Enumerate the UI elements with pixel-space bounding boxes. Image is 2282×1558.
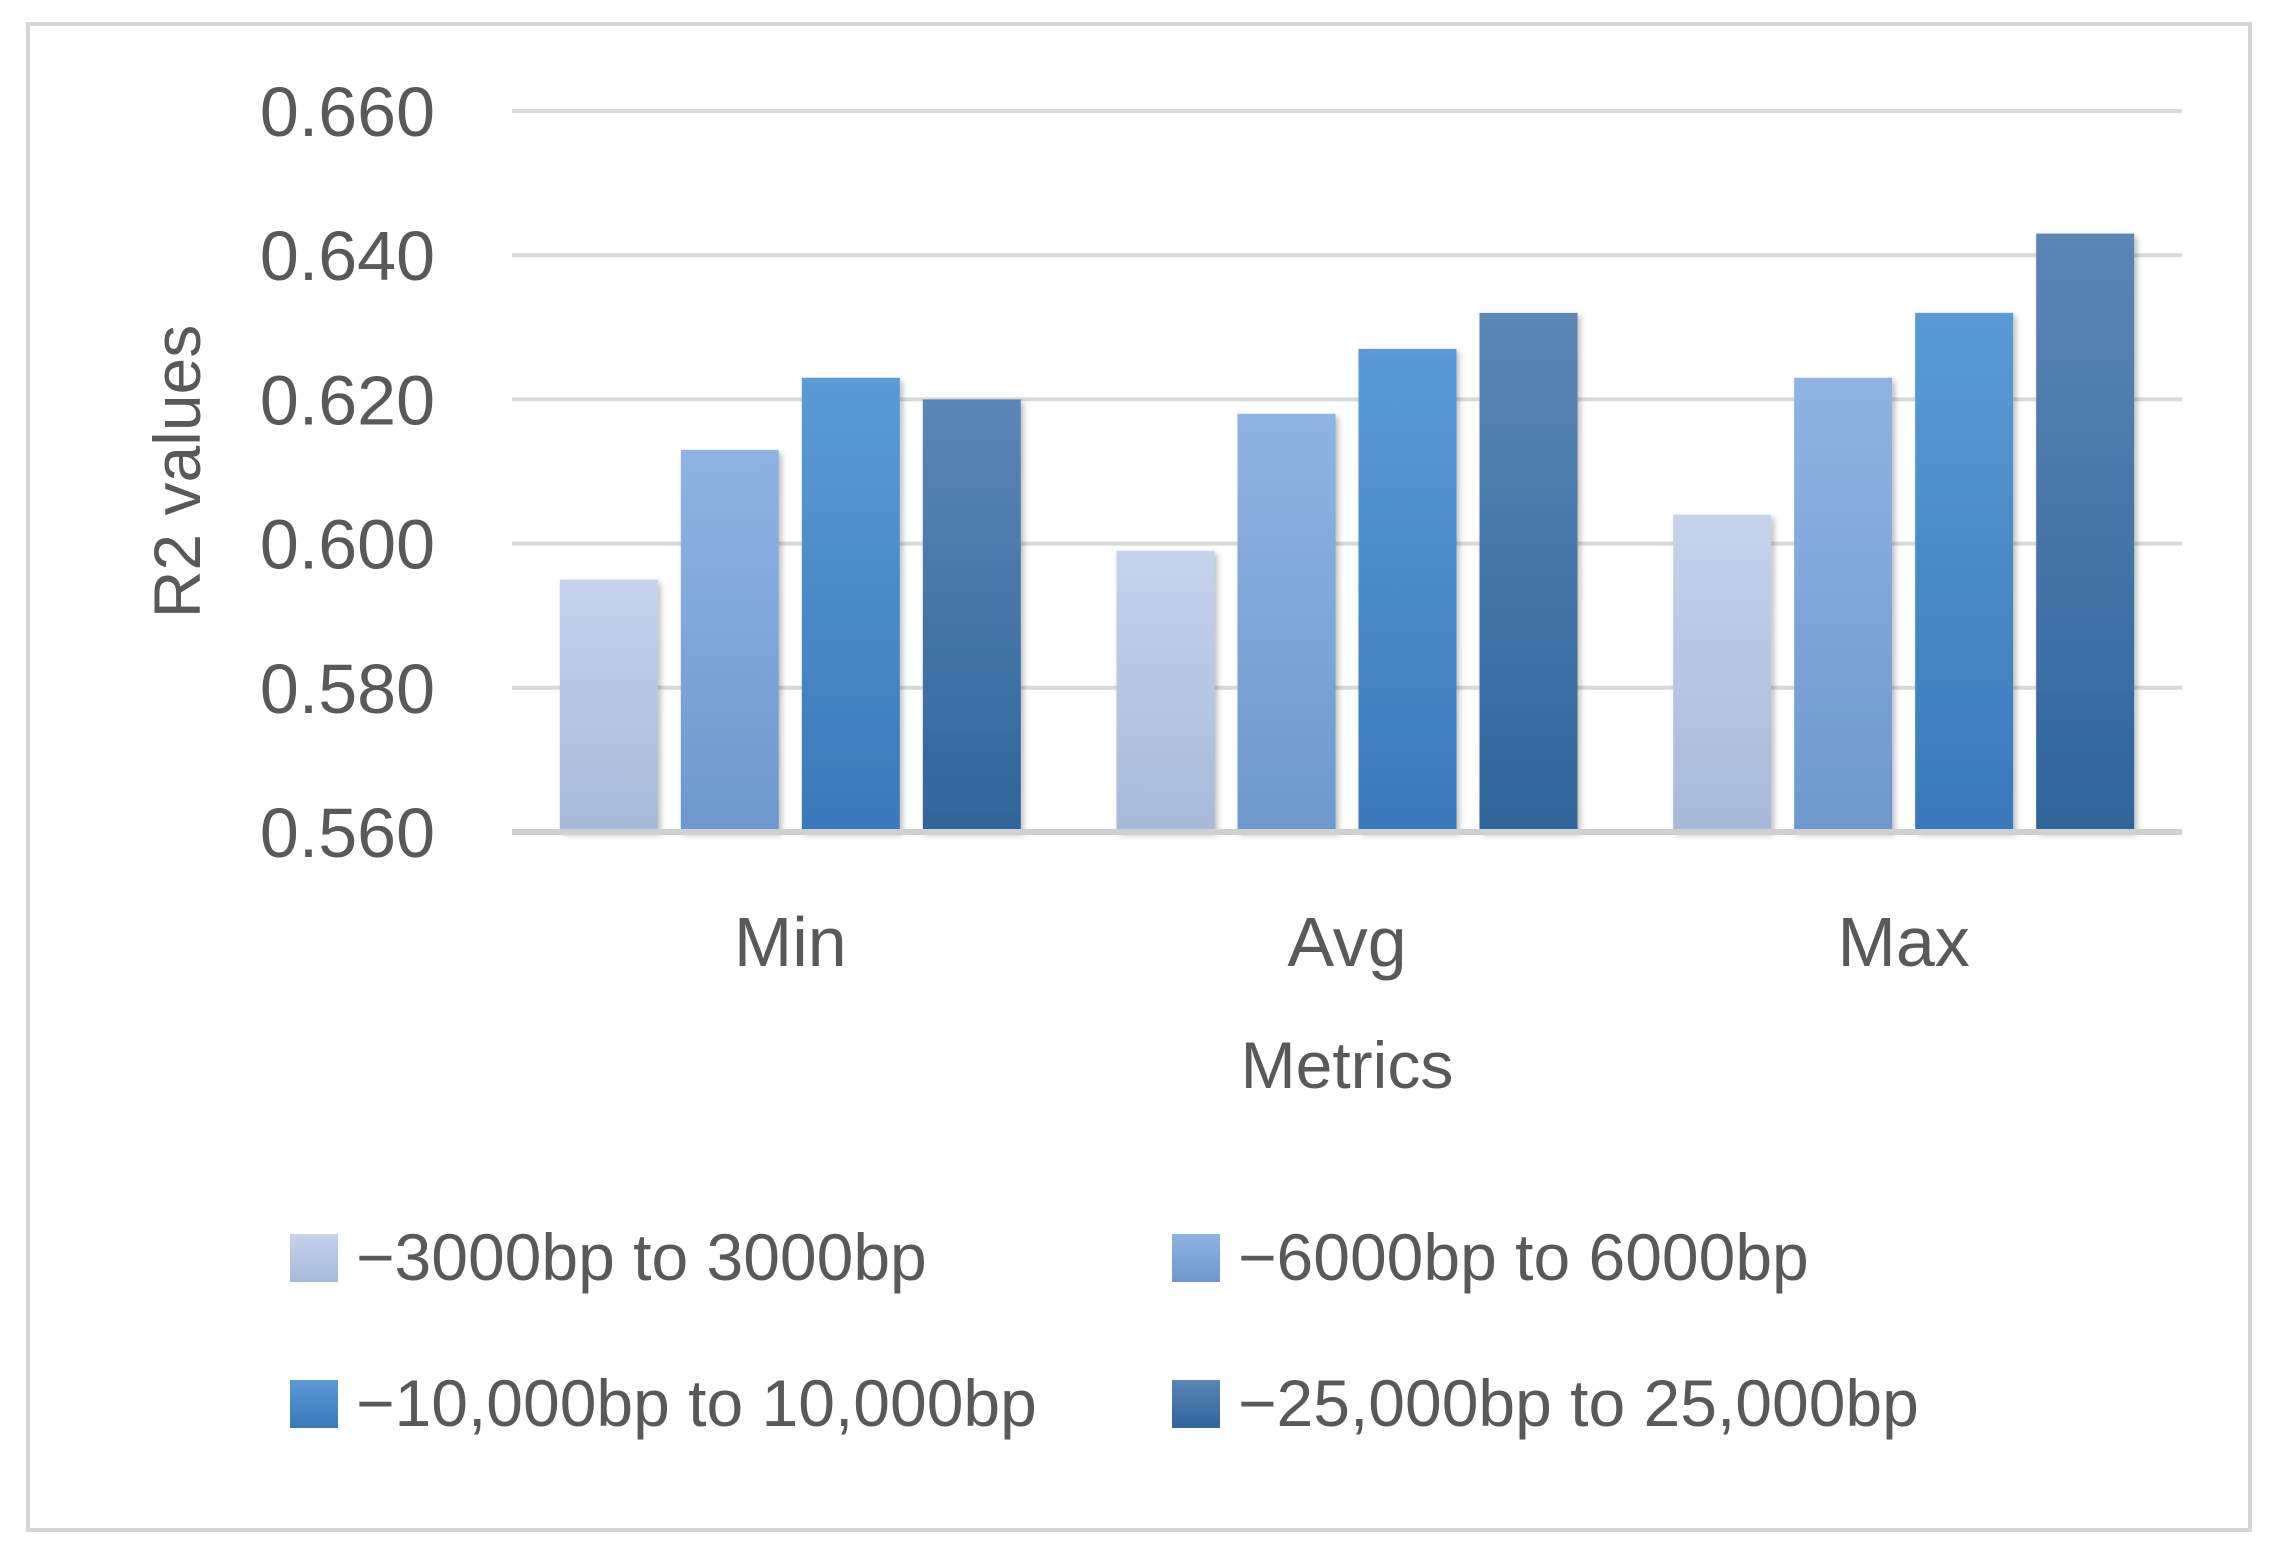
y-tick-label: 0.600 <box>260 506 435 584</box>
bar-max-series-1 <box>1673 514 1772 832</box>
bar-max-series-2 <box>1794 377 1893 832</box>
legend-swatch <box>1172 1234 1220 1282</box>
bar-avg-series-3 <box>1358 348 1457 832</box>
y-axis-title: R2 values <box>140 325 214 619</box>
x-axis-title: Metrics <box>1241 1028 1454 1102</box>
x-tick-label: Avg <box>1287 903 1406 981</box>
bar-min-series-4 <box>922 399 1021 832</box>
legend-swatch <box>290 1234 338 1282</box>
x-tick-label: Min <box>734 903 847 981</box>
bar-min-series-3 <box>801 377 900 832</box>
gridlines <box>512 109 2182 690</box>
legend-swatch <box>290 1380 338 1428</box>
legend-label: −25,000bp to 25,000bp <box>1238 1366 1919 1440</box>
y-tick-label: 0.560 <box>260 794 435 872</box>
x-axis-ticks: Min Avg Max <box>734 903 1970 981</box>
x-tick-label: Max <box>1838 903 1970 981</box>
legend-label: −10,000bp to 10,000bp <box>356 1366 1037 1440</box>
bar-min-series-2 <box>680 449 779 832</box>
legend: −3000bp to 3000bp −6000bp to 6000bp −10,00… <box>290 1220 1919 1440</box>
legend-label: −3000bp to 3000bp <box>356 1220 927 1294</box>
y-tick-label: 0.580 <box>260 650 435 728</box>
y-tick-label: 0.660 <box>260 73 435 151</box>
y-tick-label: 0.640 <box>260 217 435 295</box>
bar-max-series-4 <box>2036 233 2135 832</box>
y-axis-ticks: 0.560 0.580 0.600 0.620 0.640 0.660 <box>260 73 435 872</box>
bars <box>559 233 2135 832</box>
bar-avg-series-1 <box>1116 550 1215 832</box>
bar-avg-series-2 <box>1237 413 1336 832</box>
legend-swatch <box>1172 1380 1220 1428</box>
bar-max-series-3 <box>1915 312 2014 832</box>
y-tick-label: 0.620 <box>260 361 435 439</box>
bar-avg-series-4 <box>1479 312 1578 832</box>
bar-min-series-1 <box>559 579 658 832</box>
legend-label: −6000bp to 6000bp <box>1238 1220 1809 1294</box>
